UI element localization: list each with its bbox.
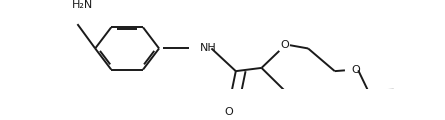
Text: NH: NH [200, 43, 217, 53]
Text: O: O [224, 107, 233, 117]
Text: H₂N: H₂N [72, 0, 93, 10]
Text: O: O [280, 40, 289, 50]
Text: O: O [352, 65, 360, 75]
